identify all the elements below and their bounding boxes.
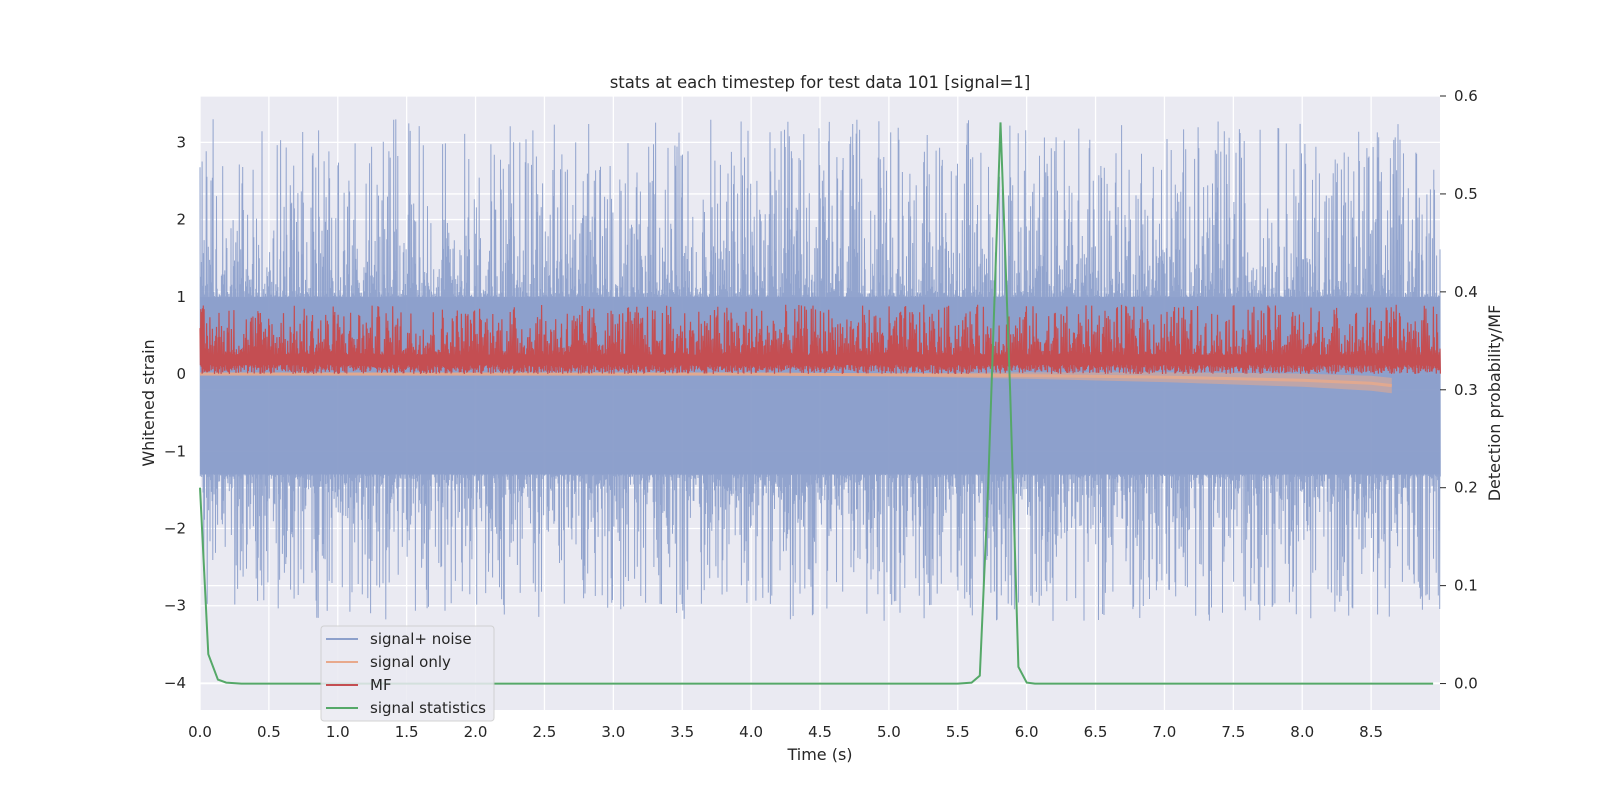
y2-tick-label: 0.1 — [1454, 577, 1478, 595]
x-tick-label: 2.0 — [464, 723, 488, 741]
signal-statistics-series — [199, 122, 1434, 685]
x-tick-label: 0.5 — [257, 723, 281, 741]
y2-axis-ticks: 0.6 0.5 0.4 0.3 0.2 0.1 0.0 — [1440, 87, 1478, 693]
y-axis-label: Whitened strain — [139, 339, 158, 466]
mf-line — [199, 304, 1441, 375]
y2-tick-label: 0.4 — [1454, 283, 1478, 301]
x-tick-label: 3.0 — [601, 723, 625, 741]
signal-only-band — [200, 372, 1392, 394]
y-tick-label: 0 — [176, 365, 186, 383]
x-tick-label: 4.0 — [739, 723, 763, 741]
y-axis-ticks: 3 2 1 0 −1 −2 −3 −4 — [164, 133, 186, 692]
x-tick-label: 1.0 — [326, 723, 350, 741]
x-tick-label: 1.5 — [395, 723, 419, 741]
y-tick-label: 3 — [176, 133, 186, 151]
y-tick-label: −4 — [164, 674, 186, 692]
mf-series — [199, 304, 1441, 375]
x-tick-label: 8.5 — [1359, 723, 1383, 741]
legend-label-signal-noise: signal+ noise — [370, 630, 472, 648]
y-tick-label: 1 — [176, 288, 186, 306]
x-axis-ticks: 0.0 0.5 1.0 1.5 2.0 2.5 3.0 3.5 4.0 4.5 5.0 5.5 6.0 6… — [188, 723, 1383, 741]
y2-tick-label: 0.2 — [1454, 479, 1478, 497]
legend-label-signal-only: signal only — [370, 653, 451, 671]
x-tick-label: 8.0 — [1290, 723, 1314, 741]
y-tick-label: −1 — [164, 442, 186, 460]
signal-statistics-line — [199, 122, 1434, 685]
x-tick-label: 7.0 — [1153, 723, 1177, 741]
y2-axis-label: Detection probability/MF — [1485, 305, 1504, 502]
y2-tick-label: 0.5 — [1454, 185, 1478, 203]
chart-title: stats at each timestep for test data 101… — [610, 73, 1031, 92]
x-tick-label: 4.5 — [808, 723, 832, 741]
x-tick-label: 6.5 — [1084, 723, 1108, 741]
legend: signal+ noise signal only MF signal stat… — [320, 625, 495, 722]
y-tick-label: −3 — [164, 597, 186, 615]
y2-tick-label: 0.3 — [1454, 381, 1478, 399]
x-tick-label: 5.5 — [946, 723, 970, 741]
x-tick-label: 7.5 — [1221, 723, 1245, 741]
x-tick-label: 6.0 — [1015, 723, 1039, 741]
y-tick-label: 2 — [176, 211, 186, 229]
y2-tick-label: 0.6 — [1454, 87, 1478, 105]
x-axis-label: Time (s) — [786, 745, 852, 764]
x-tick-label: 2.5 — [533, 723, 557, 741]
x-tick-label: 5.0 — [877, 723, 901, 741]
x-tick-label: 0.0 — [188, 723, 212, 741]
legend-label-mf: MF — [370, 676, 392, 694]
legend-label-signal-statistics: signal statistics — [370, 699, 486, 717]
legend-box — [320, 625, 495, 722]
y2-tick-label: 0.0 — [1454, 675, 1478, 693]
signal-only-series — [200, 372, 1392, 394]
x-tick-label: 3.5 — [670, 723, 694, 741]
y-tick-label: −2 — [164, 520, 186, 538]
